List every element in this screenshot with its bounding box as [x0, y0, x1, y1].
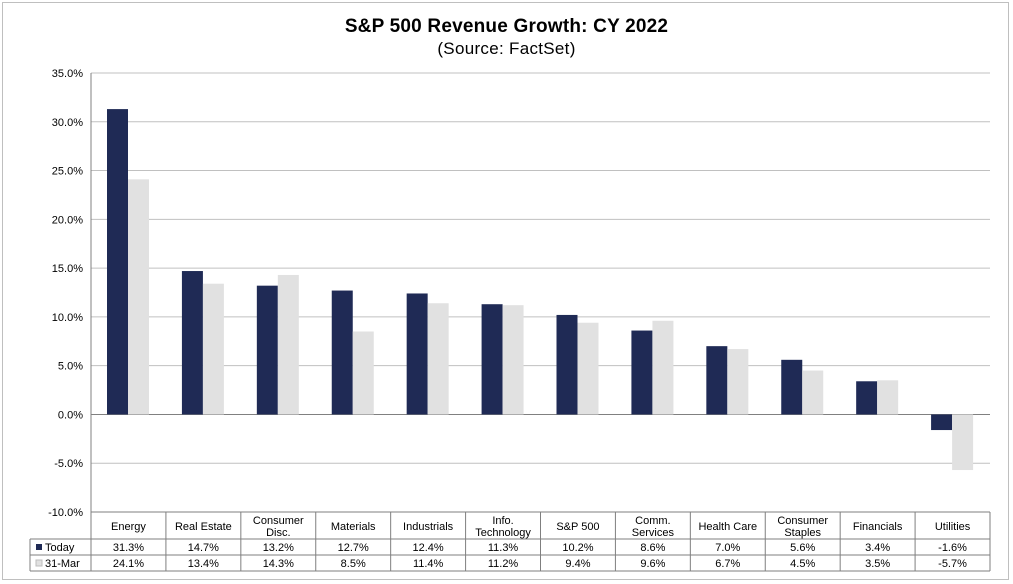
bar-31-mar	[352, 331, 374, 415]
bar-today	[931, 414, 953, 431]
data-table-cell: 8.6%	[640, 542, 665, 554]
bar-31-mar	[877, 380, 899, 415]
bar-31-mar	[277, 274, 299, 415]
data-table-cell: 13.2%	[263, 542, 294, 554]
bar-today	[481, 304, 503, 415]
y-tick-label: 5.0%	[58, 361, 83, 373]
x-category-label: S&P 500	[556, 521, 599, 533]
chart-subtitle: (Source: FactSet)	[437, 39, 576, 58]
y-tick-label: 15.0%	[52, 263, 83, 275]
data-table-cell: -5.7%	[938, 558, 967, 570]
data-table-cell: 10.2%	[562, 542, 593, 554]
bar-today	[781, 359, 803, 415]
data-table-cell: 7.0%	[715, 542, 740, 554]
y-tick-label: -5.0%	[54, 458, 83, 470]
data-table-cell: 8.5%	[341, 558, 366, 570]
legend-label-today: Today	[45, 542, 75, 554]
y-tick-label: 30.0%	[52, 117, 83, 129]
bar-31-mar	[427, 303, 449, 415]
x-category-label: Energy	[111, 521, 146, 533]
x-category-label: Materials	[331, 521, 376, 533]
x-category-label: Technology	[475, 527, 531, 539]
x-category-label: Info.	[492, 515, 513, 527]
x-category-label: Real Estate	[175, 521, 232, 533]
x-category-label: Services	[632, 527, 675, 539]
x-category-label: Financials	[853, 521, 903, 533]
bar-31-mar	[652, 320, 674, 415]
x-category-label: Disc.	[266, 527, 290, 539]
bar-31-mar	[727, 349, 749, 415]
data-table-cell: 11.4%	[413, 558, 444, 570]
data-table-cell: 9.4%	[565, 558, 590, 570]
bar-today	[631, 330, 653, 415]
bar-today	[556, 314, 578, 415]
legend-key-today	[36, 544, 42, 550]
data-table-cell: 3.4%	[865, 542, 890, 554]
bar-31-mar	[128, 179, 149, 415]
x-category-label: Comm.	[635, 515, 670, 527]
bar-today	[706, 346, 728, 415]
legend-key-31-mar	[35, 559, 43, 567]
bar-today	[256, 285, 278, 415]
data-table-cell: 24.1%	[113, 558, 144, 570]
data-table-cell: 6.7%	[715, 558, 740, 570]
data-table-cell: 3.5%	[865, 558, 890, 570]
data-table-cell: -1.6%	[938, 542, 967, 554]
bar-31-mar	[577, 322, 599, 415]
bar-31-mar	[952, 414, 974, 471]
y-tick-label: 0.0%	[58, 409, 83, 421]
bar-31-mar	[502, 305, 524, 415]
data-table-cell: 11.2%	[488, 558, 519, 570]
bar-31-mar	[202, 283, 224, 415]
x-category-label: Health Care	[698, 521, 757, 533]
data-table-cell: 9.6%	[640, 558, 665, 570]
y-tick-label: 25.0%	[52, 166, 83, 178]
bar-today	[181, 271, 203, 415]
bar-today	[331, 290, 353, 415]
x-category-label: Consumer	[777, 515, 828, 527]
data-table-cell: 31.3%	[113, 542, 144, 554]
x-category-label: Consumer	[253, 515, 304, 527]
bar-today	[406, 293, 428, 415]
data-table-cell: 12.7%	[338, 542, 369, 554]
data-table-cell: 12.4%	[413, 542, 444, 554]
x-category-label: Industrials	[403, 521, 454, 533]
x-category-label: Utilities	[935, 521, 971, 533]
legend-label-31-mar: 31-Mar	[45, 558, 80, 570]
data-table-cell: 13.4%	[188, 558, 219, 570]
bar-today	[107, 109, 128, 415]
data-table-cell: 11.3%	[488, 542, 519, 554]
chart-title: S&P 500 Revenue Growth: CY 2022	[344, 16, 669, 37]
x-category-label: Staples	[784, 527, 821, 539]
y-tick-label: 35.0%	[52, 68, 83, 80]
y-tick-label: -10.0%	[48, 507, 83, 519]
data-table-cell: 14.7%	[188, 542, 219, 554]
data-table-cell: 4.5%	[790, 558, 815, 570]
y-tick-label: 20.0%	[52, 214, 83, 226]
bar-today	[856, 381, 878, 415]
y-tick-label: 10.0%	[52, 312, 83, 324]
data-table-cell: 14.3%	[263, 558, 294, 570]
data-table-cell: 5.6%	[790, 542, 815, 554]
bar-31-mar	[802, 370, 824, 415]
